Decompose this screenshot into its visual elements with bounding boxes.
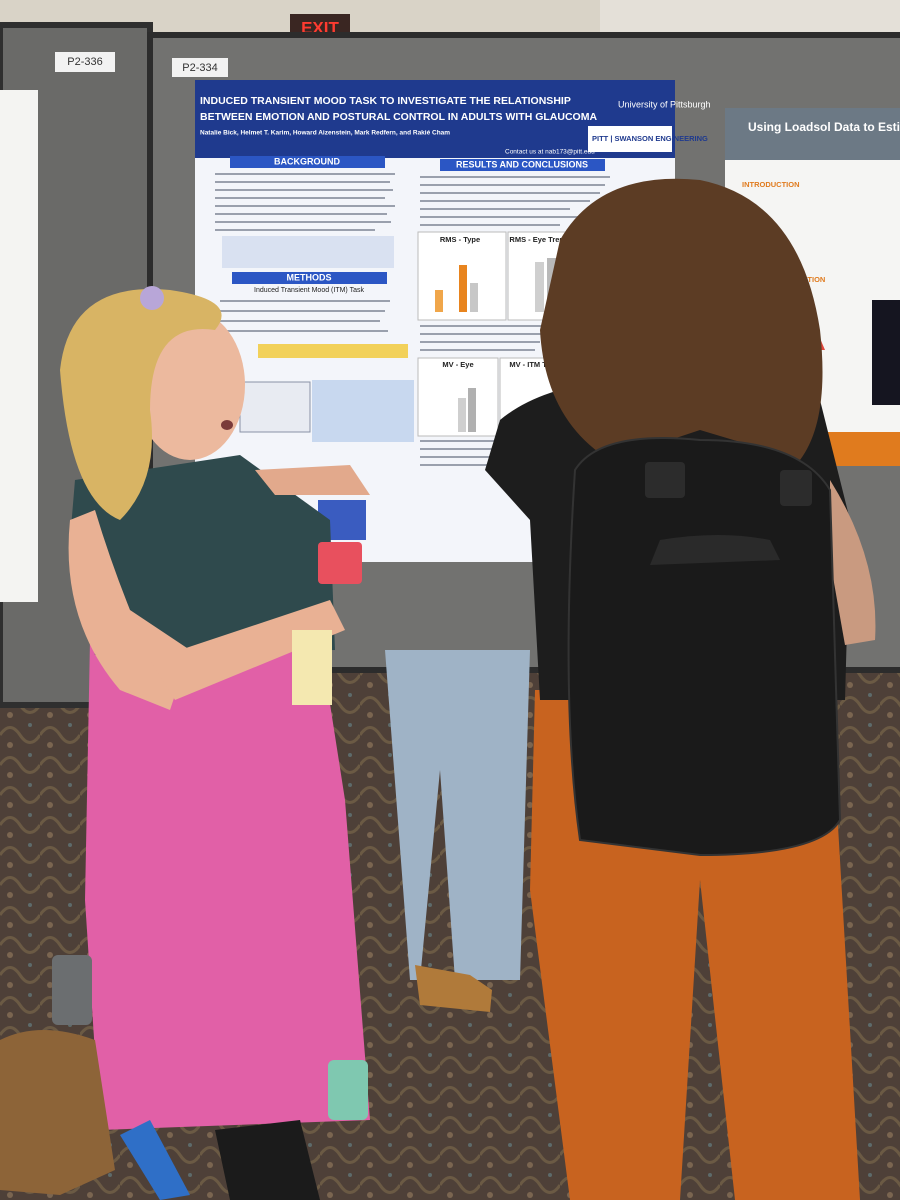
figure <box>312 380 414 442</box>
shape <box>420 200 590 202</box>
table <box>239 381 311 433</box>
poster-contact: Contact us at nab173@pitt.edu <box>505 149 595 156</box>
body-text <box>215 173 610 466</box>
shape <box>215 189 393 191</box>
section-header <box>232 272 387 284</box>
person-left <box>60 286 370 1200</box>
section-subtitle: Induced Transient Mood (ITM) Task <box>254 287 364 294</box>
chart-title: RMS - Type <box>440 235 480 244</box>
shape <box>215 173 395 175</box>
lab-logo <box>588 126 672 152</box>
poster-title: BETWEEN EMOTION AND POSTURAL CONTROL IN … <box>200 111 597 123</box>
shape <box>215 229 375 231</box>
poster-logo: University of Pittsburgh <box>618 99 711 109</box>
shape <box>220 310 385 312</box>
shape <box>215 197 385 199</box>
chart-bar <box>470 283 478 312</box>
shape <box>420 456 532 458</box>
section-title: INTRODUCTION <box>742 180 800 189</box>
arm <box>830 480 876 645</box>
shape <box>420 184 605 186</box>
chart-title: MV - ITM Trend <box>509 360 563 369</box>
hair-clip <box>140 286 164 310</box>
board-label-text: P2-334 <box>182 62 217 74</box>
figure <box>872 300 900 405</box>
shape <box>215 181 390 183</box>
shoe <box>415 965 492 1012</box>
chart-bar <box>459 265 467 312</box>
shape <box>420 192 600 194</box>
backpack <box>567 437 842 857</box>
chart-title: RMS - Eye Trend <box>509 235 569 244</box>
shape <box>215 221 391 223</box>
board-label <box>172 58 228 77</box>
lab-logo-text: PITT | SWANSON ENGINEERING <box>592 134 708 143</box>
section-header <box>440 159 605 171</box>
shape <box>215 205 395 207</box>
shape <box>420 224 560 226</box>
hair <box>60 289 222 520</box>
board-label <box>55 52 115 72</box>
cue-table <box>258 344 408 358</box>
bag <box>0 1030 115 1195</box>
shape <box>420 325 550 327</box>
shape <box>220 320 380 322</box>
chart-bar <box>535 262 544 312</box>
chart-bar <box>468 388 476 432</box>
bottle <box>52 955 92 1025</box>
section-title: BACKGROUND <box>274 156 340 166</box>
shape <box>420 349 535 351</box>
shape <box>420 440 530 442</box>
bottle <box>328 1060 368 1120</box>
chart-bar <box>458 398 466 432</box>
person-right <box>485 178 876 1200</box>
shoes <box>215 1120 320 1200</box>
poster-left <box>0 90 38 602</box>
skirt <box>85 640 370 1130</box>
poster-header <box>725 108 900 160</box>
strap <box>780 470 812 506</box>
mouth <box>221 420 233 430</box>
poster-title: Using Loadsol Data to Estimate <box>748 120 900 134</box>
shape <box>420 208 570 210</box>
shape <box>220 330 388 332</box>
shape <box>420 448 528 450</box>
yoga-mat <box>120 1120 190 1200</box>
section-header <box>230 156 385 168</box>
shape <box>215 213 387 215</box>
shape <box>420 176 610 178</box>
shape <box>220 300 390 302</box>
section-title: RESULTS AND CONCLUSIONS <box>456 159 588 169</box>
chart-bar <box>435 290 443 312</box>
shape <box>420 341 540 343</box>
poster-authors: Natalie Bick, Helmet T. Karim, Howard Ai… <box>200 130 450 137</box>
top <box>70 455 335 655</box>
pocket <box>650 535 780 565</box>
arm <box>255 465 370 495</box>
shape <box>420 464 520 466</box>
badge <box>292 630 332 705</box>
arm <box>150 600 345 700</box>
chart-title: MV - Eye <box>442 360 473 369</box>
can <box>318 542 362 584</box>
shape <box>420 333 545 335</box>
poster-title: INDUCED TRANSIENT MOOD TASK TO INVESTIGA… <box>200 95 571 107</box>
strap <box>645 462 685 498</box>
shape <box>420 216 580 218</box>
hair <box>540 178 823 460</box>
section-title: METHODS <box>287 272 332 282</box>
goal-box <box>222 236 394 268</box>
board-label-text: P2-336 <box>67 56 102 68</box>
person-pants <box>385 650 530 980</box>
